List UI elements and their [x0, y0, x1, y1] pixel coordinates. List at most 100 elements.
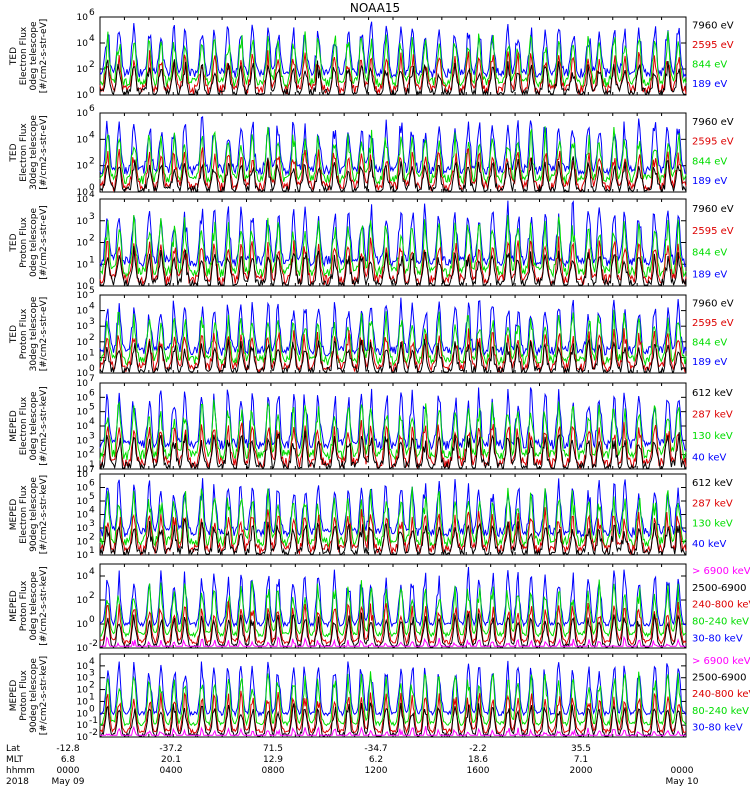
series-green-line [99, 126, 687, 186]
y-tick-label: 10 [77, 733, 89, 743]
y-tick-label: 10 [77, 338, 89, 348]
y-tick-label: 10 [77, 662, 89, 672]
y-axis-label: [#/cm2-s-str-eV] [39, 205, 49, 280]
legend-entry: 240-800 keV [692, 689, 750, 700]
y-tick-label: 10 [77, 369, 89, 379]
y-tick-exponent: 4 [89, 657, 95, 667]
y-tick-exponent: 6 [89, 8, 95, 18]
y-tick-label: 10 [77, 291, 89, 301]
legend-entry: 844 eV [692, 248, 727, 259]
series-green-line [99, 30, 687, 89]
series-red-line [99, 420, 687, 470]
y-tick-label: 10 [77, 379, 89, 389]
y-tick-label: 10 [77, 686, 89, 696]
y-axis-label: [#/cm2-s-str-keV] [39, 566, 49, 645]
x-axis-hhmm-value: 1600 [467, 766, 490, 776]
legend-entry: > 6900 keV [692, 656, 750, 667]
y-tick-exponent: 2 [89, 591, 95, 601]
y-tick-exponent: 4 [89, 506, 95, 516]
y-tick-label: 10 [77, 596, 89, 606]
y-tick-exponent: 1 [89, 255, 95, 265]
y-tick-label: 10 [77, 393, 89, 403]
legend-entry: 2595 eV [692, 137, 734, 148]
legend-entry: 189 eV [692, 357, 727, 368]
y-axis-label: [#/cm2-s-str-keV] [39, 386, 49, 465]
series-magenta-line [100, 635, 686, 648]
y-axis-label: Proton Flux [19, 580, 29, 631]
y-tick-exponent: 2 [89, 533, 95, 543]
y-tick-label: 10 [77, 135, 89, 145]
y-tick-exponent: -2 [89, 639, 98, 649]
y-axis-label: TED [9, 233, 19, 252]
y-tick-label: 10 [77, 551, 89, 561]
legend-entry: 130 keV [692, 519, 733, 530]
y-axis-label: MEPED [9, 410, 19, 442]
series-black-line [99, 156, 687, 194]
y-tick-label: 10 [77, 524, 89, 534]
y-axis-label: 90deg telescope [29, 658, 39, 733]
y-axis-label: 0deg telescope [29, 391, 39, 461]
legend-entry: 30-80 keV [692, 633, 743, 644]
y-tick-label: 10 [77, 282, 89, 292]
y-axis-label: [#/cm2-s-str-eV] [39, 115, 49, 190]
legend-entry: 287 keV [692, 409, 733, 420]
series-blue-line [99, 660, 687, 718]
y-tick-exponent: 4 [89, 567, 95, 577]
y-tick-label: 10 [77, 39, 89, 49]
y-tick-label: 10 [77, 484, 89, 494]
y-tick-label: 10 [77, 721, 89, 731]
y-axis-label: 0deg telescope [29, 21, 39, 91]
x-axis-row-label: 2018 [6, 777, 29, 787]
series-green-line [99, 399, 687, 462]
y-axis-label: 30deg telescope [29, 296, 39, 371]
y-axis-label: Electron Flux [19, 396, 29, 455]
y-tick-exponent: 3 [89, 669, 95, 679]
y-axis-label: TED [9, 325, 19, 344]
y-tick-exponent: 4 [89, 34, 95, 44]
y-tick-exponent: 6 [89, 388, 95, 398]
y-tick-exponent: -2 [89, 728, 98, 738]
x-axis-hhmm-value: 0400 [160, 766, 183, 776]
y-tick-exponent: 5 [89, 492, 95, 502]
y-tick-exponent: 2 [89, 333, 95, 343]
series-green-line [99, 486, 687, 549]
y-tick-label: 10 [77, 188, 89, 198]
legend-entry: 2595 eV [692, 226, 734, 237]
x-axis-date-value: May 09 [52, 777, 85, 787]
legend-entry: 612 keV [692, 388, 733, 399]
y-axis-label: MEPED [9, 499, 19, 531]
y-axis-label: [#/cm2-s-str-eV] [39, 19, 49, 94]
y-tick-label: 10 [77, 538, 89, 548]
y-tick-exponent: 2 [89, 60, 95, 70]
x-axis-lat-value: -12.8 [56, 744, 80, 754]
legend-entry: > 6900 keV [692, 566, 750, 577]
legend-entry: 30-80 keV [692, 722, 743, 733]
y-tick-exponent: 2 [89, 446, 95, 456]
legend-entry: 7960 eV [692, 299, 734, 310]
y-tick-exponent: 3 [89, 519, 95, 529]
x-axis-lat-value: 71.5 [263, 744, 283, 754]
y-tick-label: 10 [77, 239, 89, 249]
y-tick-label: 10 [77, 307, 89, 317]
y-tick-label: 10 [77, 470, 89, 480]
legend-entry: 2595 eV [692, 40, 734, 51]
x-axis-hhmm-value: 0800 [262, 766, 285, 776]
x-axis-mlt-value: 12.9 [263, 755, 283, 765]
y-tick-exponent: 7 [89, 374, 95, 384]
legend-entry: 40 keV [692, 452, 726, 463]
y-tick-exponent: 3 [89, 431, 95, 441]
y-axis-label: MEPED [9, 680, 19, 712]
y-tick-exponent: 7 [89, 465, 95, 475]
series-red-line [99, 690, 687, 735]
y-tick-label: 10 [77, 260, 89, 270]
legend-entry: 2500-6900 [692, 583, 747, 594]
y-tick-label: 10 [77, 465, 89, 475]
y-tick-exponent: -1 [89, 716, 98, 726]
legend-entry: 2595 eV [692, 318, 734, 329]
y-tick-label: 10 [77, 91, 89, 101]
x-axis-row-label: hhmm [6, 766, 35, 776]
y-tick-label: 10 [77, 572, 89, 582]
y-tick-exponent: 2 [89, 234, 95, 244]
y-tick-exponent: 2 [89, 681, 95, 691]
x-axis-hhmm-value: 1200 [365, 766, 388, 776]
